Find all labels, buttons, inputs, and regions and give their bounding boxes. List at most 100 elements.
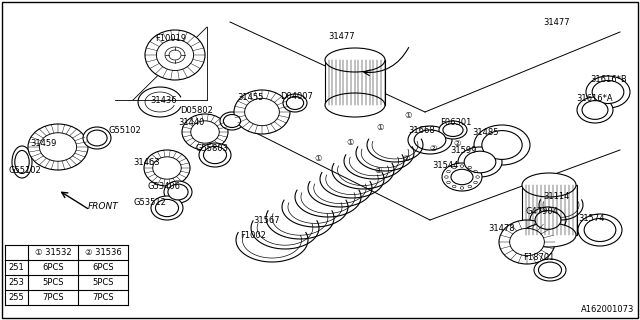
Ellipse shape — [325, 48, 385, 72]
Ellipse shape — [83, 127, 111, 149]
Text: 7PCS: 7PCS — [42, 293, 64, 302]
Ellipse shape — [530, 207, 566, 233]
Text: ①: ① — [404, 110, 412, 119]
Ellipse shape — [182, 114, 228, 150]
Ellipse shape — [168, 184, 188, 200]
Text: G55803: G55803 — [195, 143, 228, 153]
Text: 31459: 31459 — [30, 139, 56, 148]
Text: ②: ② — [429, 143, 436, 153]
Ellipse shape — [244, 98, 280, 126]
Ellipse shape — [439, 121, 467, 139]
Text: G53406: G53406 — [147, 181, 180, 190]
Ellipse shape — [40, 133, 77, 161]
Text: 31485: 31485 — [472, 127, 499, 137]
Text: 7PCS: 7PCS — [92, 293, 114, 302]
Ellipse shape — [165, 47, 185, 63]
Text: 31599: 31599 — [450, 146, 476, 155]
Text: 31544: 31544 — [432, 161, 458, 170]
Text: 31455: 31455 — [237, 92, 264, 101]
Ellipse shape — [87, 130, 107, 146]
Text: 31616*A: 31616*A — [576, 93, 612, 102]
Ellipse shape — [522, 173, 576, 197]
Ellipse shape — [145, 30, 205, 80]
Ellipse shape — [578, 214, 622, 246]
Text: F10019: F10019 — [155, 34, 186, 43]
Ellipse shape — [164, 181, 192, 203]
Ellipse shape — [408, 126, 452, 154]
Text: F18701: F18701 — [523, 253, 554, 262]
Text: D05802: D05802 — [180, 106, 213, 115]
Ellipse shape — [458, 147, 502, 177]
Text: D04007: D04007 — [280, 92, 313, 100]
Ellipse shape — [538, 262, 561, 278]
Text: 31463: 31463 — [133, 157, 159, 166]
Text: A162001073: A162001073 — [580, 305, 634, 314]
Text: ①: ① — [376, 123, 384, 132]
Ellipse shape — [442, 163, 482, 191]
Ellipse shape — [443, 124, 463, 136]
Ellipse shape — [153, 157, 181, 179]
Text: 31668: 31668 — [408, 125, 435, 134]
Ellipse shape — [414, 130, 446, 150]
Ellipse shape — [199, 143, 231, 167]
Ellipse shape — [509, 228, 545, 256]
Ellipse shape — [577, 97, 613, 123]
Text: 31436: 31436 — [150, 95, 177, 105]
Ellipse shape — [151, 196, 183, 220]
Text: F06301: F06301 — [440, 117, 472, 126]
Text: F1002: F1002 — [240, 230, 266, 239]
Ellipse shape — [592, 81, 624, 104]
Text: 31477: 31477 — [543, 18, 570, 27]
Text: 31574: 31574 — [578, 213, 605, 222]
Ellipse shape — [499, 220, 555, 264]
Ellipse shape — [482, 131, 522, 159]
Ellipse shape — [535, 211, 561, 229]
Ellipse shape — [474, 125, 530, 165]
Text: ①: ① — [346, 138, 354, 147]
Text: 31567: 31567 — [253, 215, 280, 225]
Text: G47904: G47904 — [526, 206, 559, 215]
Ellipse shape — [464, 151, 496, 173]
Text: 6PCS: 6PCS — [42, 263, 64, 272]
Text: 31478: 31478 — [488, 223, 515, 233]
Bar — [522, 185, 577, 235]
Ellipse shape — [220, 112, 244, 130]
Text: G55102: G55102 — [108, 125, 141, 134]
Text: 31477: 31477 — [328, 31, 355, 41]
Text: 31440: 31440 — [178, 117, 204, 126]
Ellipse shape — [234, 90, 290, 134]
Text: ②: ② — [453, 139, 461, 148]
Text: 251: 251 — [8, 263, 24, 272]
Ellipse shape — [534, 259, 566, 281]
Text: FRONT: FRONT — [88, 202, 119, 211]
Text: 31616*B: 31616*B — [590, 75, 627, 84]
Text: 255: 255 — [8, 293, 24, 302]
Ellipse shape — [144, 150, 190, 186]
Ellipse shape — [191, 121, 220, 143]
Text: G53512: G53512 — [133, 197, 166, 206]
Ellipse shape — [283, 94, 307, 112]
Ellipse shape — [586, 76, 630, 108]
Ellipse shape — [325, 93, 385, 117]
Ellipse shape — [451, 169, 473, 185]
Ellipse shape — [223, 115, 241, 127]
Ellipse shape — [156, 39, 194, 70]
Ellipse shape — [204, 146, 227, 164]
Ellipse shape — [584, 219, 616, 242]
Text: ②: ② — [374, 165, 381, 174]
Text: 253: 253 — [8, 278, 24, 287]
Ellipse shape — [12, 146, 32, 178]
Bar — [325, 60, 385, 105]
Text: ② 31536: ② 31536 — [84, 248, 122, 257]
Text: ②: ② — [403, 154, 410, 163]
Text: 31114: 31114 — [543, 191, 570, 201]
Text: G55102: G55102 — [8, 165, 41, 174]
Ellipse shape — [28, 124, 88, 170]
Ellipse shape — [156, 199, 179, 217]
Ellipse shape — [286, 97, 303, 109]
Text: 6PCS: 6PCS — [92, 263, 114, 272]
Ellipse shape — [15, 150, 29, 173]
Ellipse shape — [522, 223, 576, 247]
Text: 5PCS: 5PCS — [92, 278, 114, 287]
Text: ① 31532: ① 31532 — [35, 248, 71, 257]
